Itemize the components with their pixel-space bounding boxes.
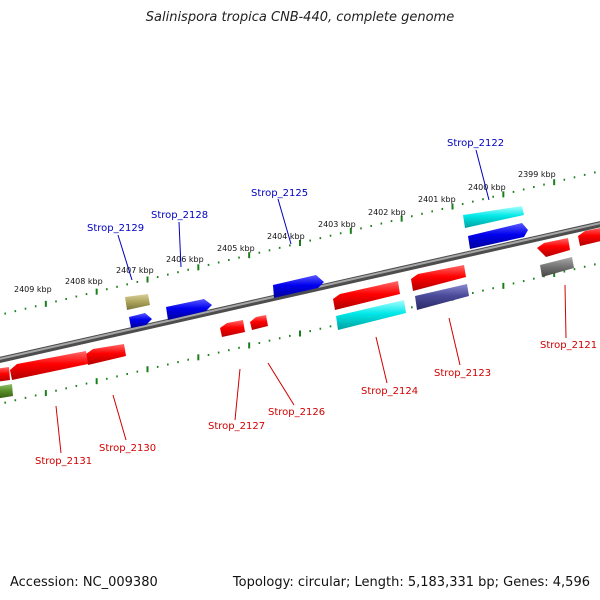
map-title: Salinispora tropica CNB-440, complete ge… (145, 10, 455, 25)
gene-labels: Strop_2122 Strop_2125 Strop_2128 Strop_2… (35, 138, 597, 467)
gene-arrow-strop-2123[interactable] (415, 284, 469, 310)
gene-arrow-left-edge-green[interactable] (0, 384, 13, 399)
gene-arrow-strop-2121-gray[interactable] (540, 257, 574, 277)
gene-label-strop-2126[interactable]: Strop_2126 (268, 407, 325, 418)
gene-arrow-strop-2124-red[interactable] (333, 281, 400, 310)
kbp-label: 2400 kbp (468, 183, 506, 192)
kbp-label: 2404 kbp (267, 232, 305, 241)
gene-label-strop-2124[interactable]: Strop_2124 (361, 386, 418, 397)
scale-ticks (4, 171, 596, 404)
accession-text: Accession: NC_009380 (10, 575, 158, 590)
kbp-label: 2409 kbp (14, 285, 52, 294)
gene-arrow-strop-2122-cyan[interactable] (463, 206, 524, 228)
kbp-scale-labels: 2399 kbp 2400 kbp 2401 kbp 2402 kbp 2403… (14, 170, 556, 294)
gene-arrow-strop-2126[interactable] (250, 315, 268, 330)
topology-text: Topology: circular; Length: 5,183,331 bp… (232, 575, 590, 590)
gene-arrow-strop-2129-olive[interactable] (125, 294, 150, 310)
kbp-label: 2399 kbp (518, 170, 556, 179)
gene-arrow-left-edge-red[interactable] (0, 367, 10, 382)
kbp-label: 2401 kbp (418, 195, 456, 204)
gene-arrow-strop-2124[interactable] (336, 300, 406, 330)
gene-arrow-strop-2123-red[interactable] (411, 265, 466, 291)
gene-arrow-strop-2131[interactable] (10, 351, 88, 380)
gene-label-strop-2125[interactable]: Strop_2125 (251, 188, 308, 199)
gene-label-strop-2123[interactable]: Strop_2123 (434, 368, 491, 379)
gene-arrow-strop-2122[interactable] (468, 223, 528, 249)
gene-arrow-strop-2121[interactable] (537, 238, 570, 257)
gene-features (0, 206, 600, 399)
gene-arrow-strop-2130[interactable] (86, 344, 126, 365)
kbp-label: 2402 kbp (368, 208, 406, 217)
gene-arrow-strop-2129[interactable] (129, 313, 152, 328)
gene-arrow-strop-2127[interactable] (220, 320, 245, 337)
kbp-label: 2407 kbp (116, 266, 154, 275)
gene-label-strop-2131[interactable]: Strop_2131 (35, 456, 92, 467)
kbp-label: 2403 kbp (318, 220, 356, 229)
gene-arrow-right-edge[interactable] (578, 227, 600, 246)
gene-label-strop-2122[interactable]: Strop_2122 (447, 138, 504, 149)
label-leader-lines (55, 149, 567, 454)
gene-arrow-strop-2128[interactable] (166, 299, 212, 320)
gene-label-strop-2127[interactable]: Strop_2127 (208, 421, 265, 432)
gene-arrow-strop-2125[interactable] (273, 275, 324, 298)
kbp-label: 2408 kbp (65, 277, 103, 286)
gene-label-strop-2129[interactable]: Strop_2129 (87, 223, 144, 234)
gene-label-strop-2130[interactable]: Strop_2130 (99, 443, 156, 454)
gene-label-strop-2128[interactable]: Strop_2128 (151, 210, 208, 221)
kbp-label: 2406 kbp (166, 255, 204, 264)
gene-label-strop-2121[interactable]: Strop_2121 (540, 340, 597, 351)
kbp-label: 2405 kbp (217, 244, 255, 253)
